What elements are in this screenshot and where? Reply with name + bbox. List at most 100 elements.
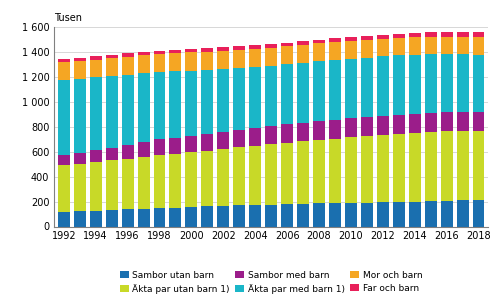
Bar <box>170 71 181 137</box>
Bar <box>265 48 277 66</box>
Bar <box>201 52 213 70</box>
Bar <box>201 206 213 226</box>
Bar <box>170 207 181 226</box>
Bar <box>441 54 453 112</box>
Bar <box>424 32 437 37</box>
Bar <box>441 131 453 201</box>
Bar <box>472 55 485 112</box>
Bar <box>424 54 437 113</box>
Bar <box>153 208 166 226</box>
Bar <box>138 55 149 73</box>
Bar <box>122 75 134 145</box>
Bar <box>122 57 134 75</box>
Bar <box>313 121 325 140</box>
Bar <box>170 137 181 154</box>
Bar <box>106 58 118 76</box>
Bar <box>329 42 341 60</box>
Bar <box>329 203 341 226</box>
Bar <box>58 155 70 165</box>
Bar <box>377 202 389 226</box>
Bar <box>313 204 325 226</box>
Bar <box>185 49 197 53</box>
Bar <box>233 205 245 226</box>
Bar <box>345 203 357 226</box>
Bar <box>138 142 149 157</box>
Bar <box>265 204 277 226</box>
Bar <box>138 52 149 55</box>
Bar <box>74 58 86 61</box>
Bar <box>313 43 325 61</box>
Legend: Sambor utan barn, Äkta par utan barn 1), Sambor med barn, Äkta par med barn 1), : Sambor utan barn, Äkta par utan barn 1),… <box>116 267 426 297</box>
Bar <box>297 41 309 45</box>
Bar <box>74 211 86 226</box>
Bar <box>217 132 229 149</box>
Bar <box>472 112 485 130</box>
Bar <box>74 61 86 79</box>
Bar <box>233 50 245 68</box>
Bar <box>90 77 102 150</box>
Bar <box>472 37 485 55</box>
Bar <box>106 160 118 210</box>
Bar <box>393 38 405 55</box>
Bar <box>377 34 389 39</box>
Bar <box>90 59 102 77</box>
Bar <box>409 33 421 37</box>
Bar <box>122 53 134 57</box>
Bar <box>297 63 309 123</box>
Bar <box>297 45 309 63</box>
Bar <box>249 49 261 67</box>
Bar <box>281 43 293 47</box>
Bar <box>361 58 373 117</box>
Bar <box>90 150 102 162</box>
Bar <box>74 79 86 153</box>
Bar <box>58 165 70 212</box>
Bar <box>377 56 389 116</box>
Bar <box>424 113 437 132</box>
Bar <box>441 112 453 131</box>
Bar <box>249 67 261 128</box>
Bar <box>457 131 468 200</box>
Bar <box>361 40 373 58</box>
Bar <box>361 203 373 226</box>
Bar <box>185 71 197 136</box>
Bar <box>233 130 245 147</box>
Bar <box>185 152 197 207</box>
Bar <box>58 62 70 80</box>
Bar <box>106 148 118 160</box>
Bar <box>424 37 437 54</box>
Bar <box>313 40 325 43</box>
Bar <box>170 154 181 207</box>
Bar <box>201 70 213 133</box>
Bar <box>58 212 70 226</box>
Bar <box>106 210 118 226</box>
Bar <box>297 204 309 226</box>
Bar <box>106 55 118 58</box>
Bar <box>409 55 421 114</box>
Bar <box>170 50 181 53</box>
Bar <box>409 202 421 226</box>
Bar <box>170 53 181 71</box>
Bar <box>185 207 197 226</box>
Bar <box>472 130 485 200</box>
Bar <box>90 211 102 226</box>
Bar <box>441 37 453 54</box>
Bar <box>249 205 261 226</box>
Bar <box>393 114 405 134</box>
Bar <box>393 134 405 202</box>
Bar <box>185 136 197 152</box>
Bar <box>58 59 70 62</box>
Bar <box>281 64 293 124</box>
Bar <box>153 54 166 72</box>
Bar <box>329 120 341 139</box>
Text: Tusen: Tusen <box>54 13 82 23</box>
Bar <box>233 147 245 205</box>
Bar <box>185 53 197 71</box>
Bar <box>265 66 277 126</box>
Bar <box>233 68 245 130</box>
Bar <box>201 150 213 206</box>
Bar <box>153 51 166 54</box>
Bar <box>138 209 149 226</box>
Bar <box>153 155 166 208</box>
Bar <box>361 136 373 203</box>
Bar <box>122 159 134 209</box>
